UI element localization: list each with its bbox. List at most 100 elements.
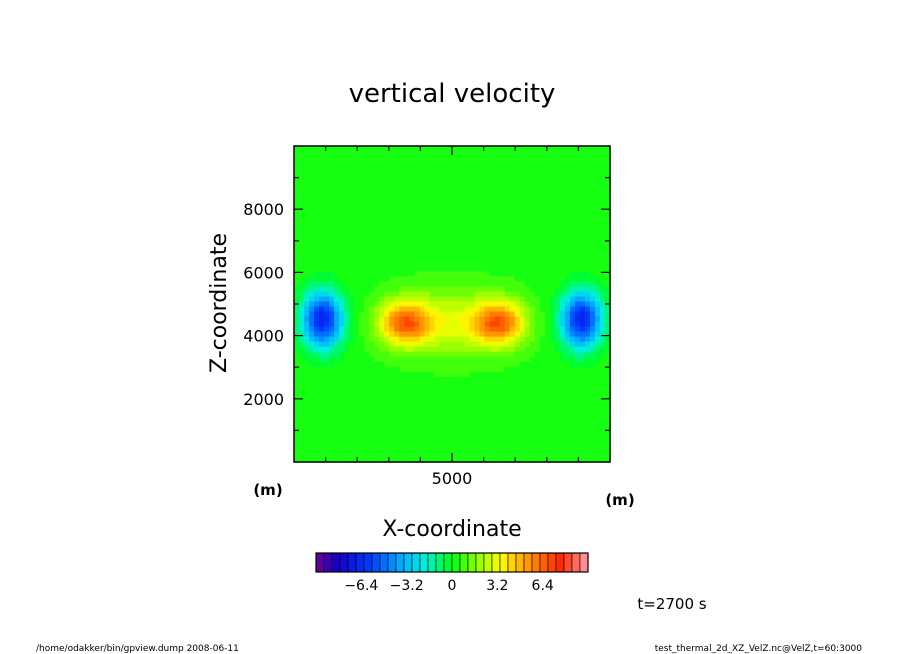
heatmap-cell (299, 321, 305, 328)
heatmap-cell (564, 376, 571, 383)
heatmap-cell (314, 396, 320, 403)
heatmap-cell (314, 256, 320, 262)
heatmap-cell (514, 391, 521, 398)
heatmap-cell (539, 281, 546, 288)
heatmap-cell (479, 276, 486, 283)
heatmap-cell (304, 256, 310, 262)
heatmap-cell (399, 316, 405, 323)
colorbar-segment (315, 552, 325, 573)
heatmap-cell (364, 361, 370, 368)
heatmap-cell (544, 456, 551, 463)
heatmap-cell (444, 326, 451, 333)
heatmap-cell (534, 411, 541, 418)
heatmap-cell (379, 421, 385, 428)
heatmap-cell (464, 191, 471, 197)
heatmap-cell (594, 401, 601, 408)
heatmap-cell (324, 186, 330, 192)
heatmap-cell (474, 271, 481, 278)
heatmap-cell (514, 386, 521, 393)
heatmap-cell (304, 231, 310, 237)
heatmap-cell (314, 371, 320, 378)
heatmap-cell (449, 446, 456, 453)
heatmap-cell (529, 406, 536, 413)
heatmap-cell (579, 321, 586, 328)
heatmap-cell (599, 156, 606, 162)
heatmap-cell (574, 171, 581, 177)
heatmap-cell (389, 291, 395, 298)
heatmap-cell (389, 241, 395, 247)
heatmap-cell (534, 161, 541, 167)
heatmap-cell (494, 426, 501, 433)
heatmap-cell (409, 346, 415, 353)
heatmap-cell (459, 386, 466, 393)
heatmap-cell (449, 241, 456, 247)
heatmap-cell (539, 376, 546, 383)
heatmap-cell (359, 341, 365, 348)
heatmap-cell (444, 376, 451, 383)
heatmap-cell (529, 306, 536, 313)
heatmap-cell (359, 421, 365, 428)
heatmap-cell (384, 286, 390, 293)
heatmap-cell (369, 311, 375, 318)
heatmap-cell (524, 296, 531, 303)
heatmap-cell (294, 386, 300, 393)
heatmap-cell (294, 226, 300, 232)
heatmap-cell (474, 261, 481, 267)
heatmap-cell (314, 176, 320, 182)
heatmap-cell (514, 441, 521, 448)
heatmap-cell (534, 326, 541, 333)
heatmap-cell (554, 201, 561, 207)
heatmap-cell (434, 166, 441, 172)
heatmap-cell (444, 281, 451, 288)
heatmap-cell (324, 211, 330, 217)
heatmap-cell (364, 201, 370, 207)
heatmap-cell (384, 266, 390, 272)
heatmap-cell (369, 146, 375, 152)
heatmap-cell (474, 396, 481, 403)
heatmap-cell (564, 246, 571, 252)
heatmap-cell (439, 326, 446, 333)
heatmap-cell (324, 266, 330, 272)
heatmap-cell (584, 146, 591, 152)
heatmap-cell (319, 436, 325, 443)
heatmap-cell (514, 221, 521, 227)
heatmap-cell (414, 421, 420, 428)
heatmap-cell (504, 226, 511, 232)
heatmap-cell (534, 331, 541, 338)
heatmap-cell (334, 201, 340, 207)
heatmap-cell (524, 261, 531, 267)
heatmap-cell (454, 381, 461, 388)
heatmap-cell (519, 441, 526, 448)
heatmap-cell (364, 236, 370, 242)
heatmap-cell (349, 196, 355, 202)
heatmap-cell (319, 446, 325, 453)
heatmap-cell (394, 441, 400, 448)
heatmap-cell (399, 281, 405, 288)
heatmap-cell (434, 326, 441, 333)
heatmap-cell (404, 281, 410, 288)
heatmap-cell (554, 411, 561, 418)
heatmap-cell (564, 421, 571, 428)
heatmap-cell (549, 236, 556, 242)
heatmap-cell (484, 286, 491, 293)
heatmap-cell (389, 221, 395, 227)
heatmap-cell (554, 391, 561, 398)
heatmap-cell (294, 241, 300, 247)
heatmap-cell (404, 341, 410, 348)
heatmap-cell (414, 386, 420, 393)
heatmap-cell (484, 206, 491, 212)
heatmap-cell (509, 371, 516, 378)
heatmap-cell (379, 361, 385, 368)
heatmap-cell (294, 341, 300, 348)
heatmap-cell (294, 286, 300, 293)
heatmap-cell (479, 401, 486, 408)
heatmap-cell (479, 161, 486, 167)
heatmap-cell (399, 231, 405, 237)
heatmap-cell (509, 191, 516, 197)
heatmap-cell (429, 346, 436, 353)
heatmap-cell (314, 306, 320, 313)
heatmap-cell (464, 266, 471, 272)
heatmap-cell (554, 456, 561, 463)
heatmap-cell (429, 321, 436, 328)
heatmap-cell (439, 181, 446, 187)
